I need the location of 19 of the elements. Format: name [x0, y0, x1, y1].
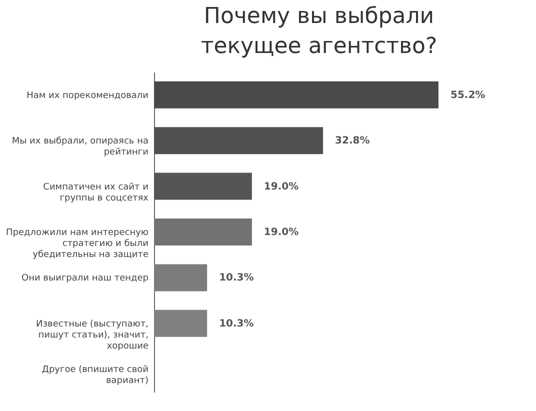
y-tick-label: Предложили нам интересную стратегию и были убедительны на защите [6, 228, 149, 260]
data-label: 55.2% [450, 90, 486, 101]
y-tick-label: Нам их порекомендовали [26, 90, 149, 101]
data-label: 32.8% [335, 136, 370, 147]
data-label: 19.0% [264, 227, 299, 238]
data-label: 19.0% [264, 181, 299, 192]
y-tick-label: Другое (впишите свой вариант) [42, 365, 149, 386]
y-tick-label: Мы их выбрали, опираясь на рейтинги [12, 136, 149, 158]
bar [154, 264, 208, 292]
data-label: 10.3% [219, 318, 254, 330]
y-tick-label: Они выиграли наш тендер [22, 274, 149, 284]
bar [154, 81, 438, 108]
chart-title: Почему вы выбрали текущее агентство? [200, 4, 438, 59]
data-label: 10.3% [219, 272, 254, 284]
y-tick-label: Известные (выступают, пишут статьи), значит, хорошие [36, 319, 149, 352]
bar [154, 172, 252, 200]
bar [154, 127, 324, 154]
bar [154, 310, 208, 337]
y-tick-label: Симпатичен их сайт и группы в соцсетях [43, 182, 150, 204]
